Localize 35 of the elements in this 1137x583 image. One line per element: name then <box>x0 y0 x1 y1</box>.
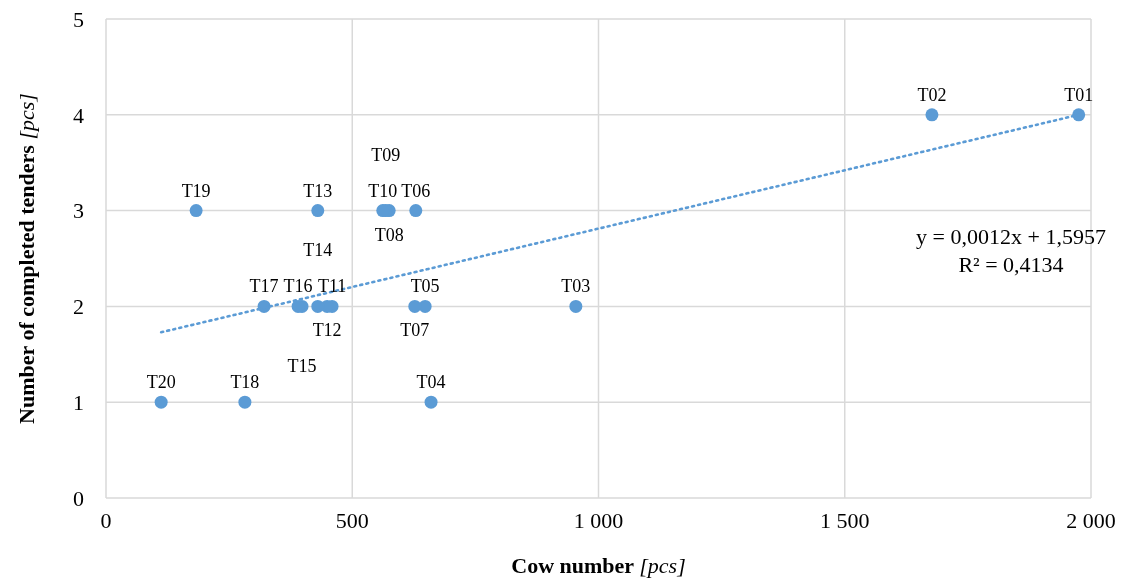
data-label: T02 <box>917 84 947 105</box>
data-label: T11 <box>317 276 347 297</box>
data-label: T12 <box>312 320 342 341</box>
data-label: T20 <box>146 372 176 393</box>
y-tick-label: 1 <box>73 389 84 415</box>
data-label: T17 <box>249 276 279 297</box>
data-label: T07 <box>400 320 430 341</box>
data-label: T13 <box>303 180 333 201</box>
x-tick-label: 1 500 <box>820 508 870 533</box>
y-tick-label: 5 <box>73 6 84 32</box>
data-label: T06 <box>401 180 431 201</box>
y-tick-label: 2 <box>73 294 84 320</box>
data-label: T18 <box>230 372 260 393</box>
data-label: T16 <box>283 276 313 297</box>
x-tick-label: 0 <box>100 508 112 533</box>
data-label: T03 <box>561 276 591 297</box>
x-tick-label: 2 000 <box>1066 508 1116 533</box>
data-label: T15 <box>287 356 317 377</box>
data-label: T01 <box>1064 84 1094 105</box>
x-tick-label: 500 <box>335 508 369 533</box>
y-tick-label: 3 <box>73 198 84 224</box>
y-tick-label: 4 <box>73 102 84 128</box>
data-label: T19 <box>181 180 211 201</box>
y-tick-label: 0 <box>73 485 84 511</box>
data-label: T10 <box>368 180 398 201</box>
x-axis-title: Cow number [pcs] <box>511 553 686 578</box>
y-axis-title: Number of completed tenders [pcs] <box>14 93 39 424</box>
x-tick-label: 1 000 <box>573 508 624 533</box>
data-label: T05 <box>410 276 440 297</box>
annotation: y = 0,0012x + 1,5957 <box>916 224 1106 249</box>
data-label: T09 <box>371 144 401 165</box>
data-label: T14 <box>303 240 333 261</box>
annotation: R² = 0,4134 <box>958 252 1064 277</box>
data-label: T08 <box>374 224 404 245</box>
data-label: T04 <box>416 372 446 393</box>
